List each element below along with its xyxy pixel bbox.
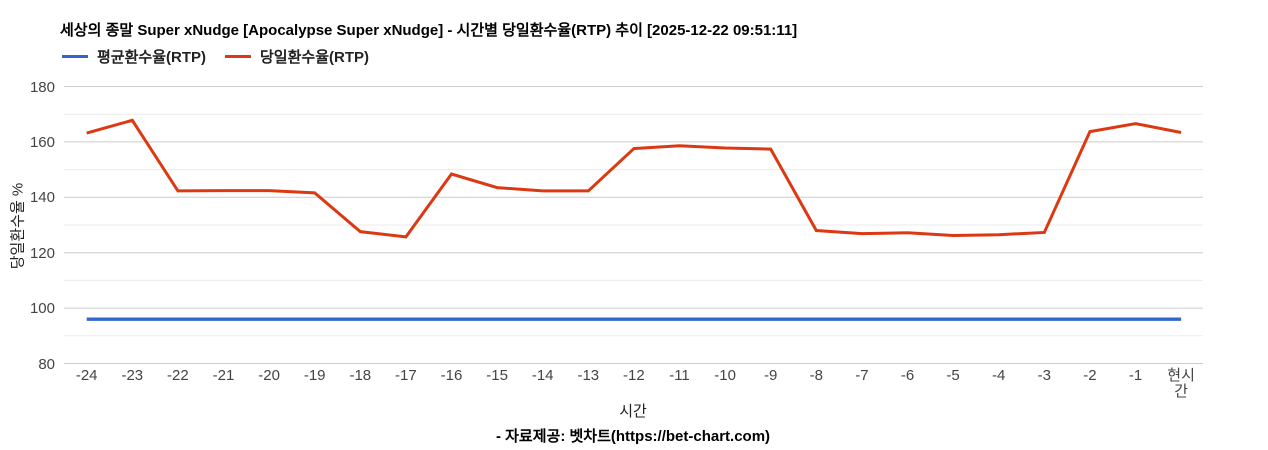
data-source-credit: - 자료제공: 벳차트(https://bet-chart.com) — [495, 428, 771, 445]
legend-line-swatch-daily — [225, 55, 251, 58]
series-line — [86, 118, 1182, 239]
legend-line-swatch-average — [62, 55, 88, 58]
x-axis-title: 시간 — [619, 403, 647, 420]
chart-title: 세상의 종말 Super xNudge [Apocalypse Super xN… — [60, 22, 798, 39]
chart-legend: 평균환수율(RTP) 당일환수율(RTP) — [62, 46, 369, 67]
legend-label-daily: 당일환수율(RTP) — [260, 49, 369, 66]
legend-item-average-rtp: 평균환수율(RTP) — [62, 46, 206, 67]
legend-label-average: 평균환수율(RTP) — [97, 49, 206, 66]
legend-item-daily-rtp: 당일환수율(RTP) — [225, 46, 369, 67]
